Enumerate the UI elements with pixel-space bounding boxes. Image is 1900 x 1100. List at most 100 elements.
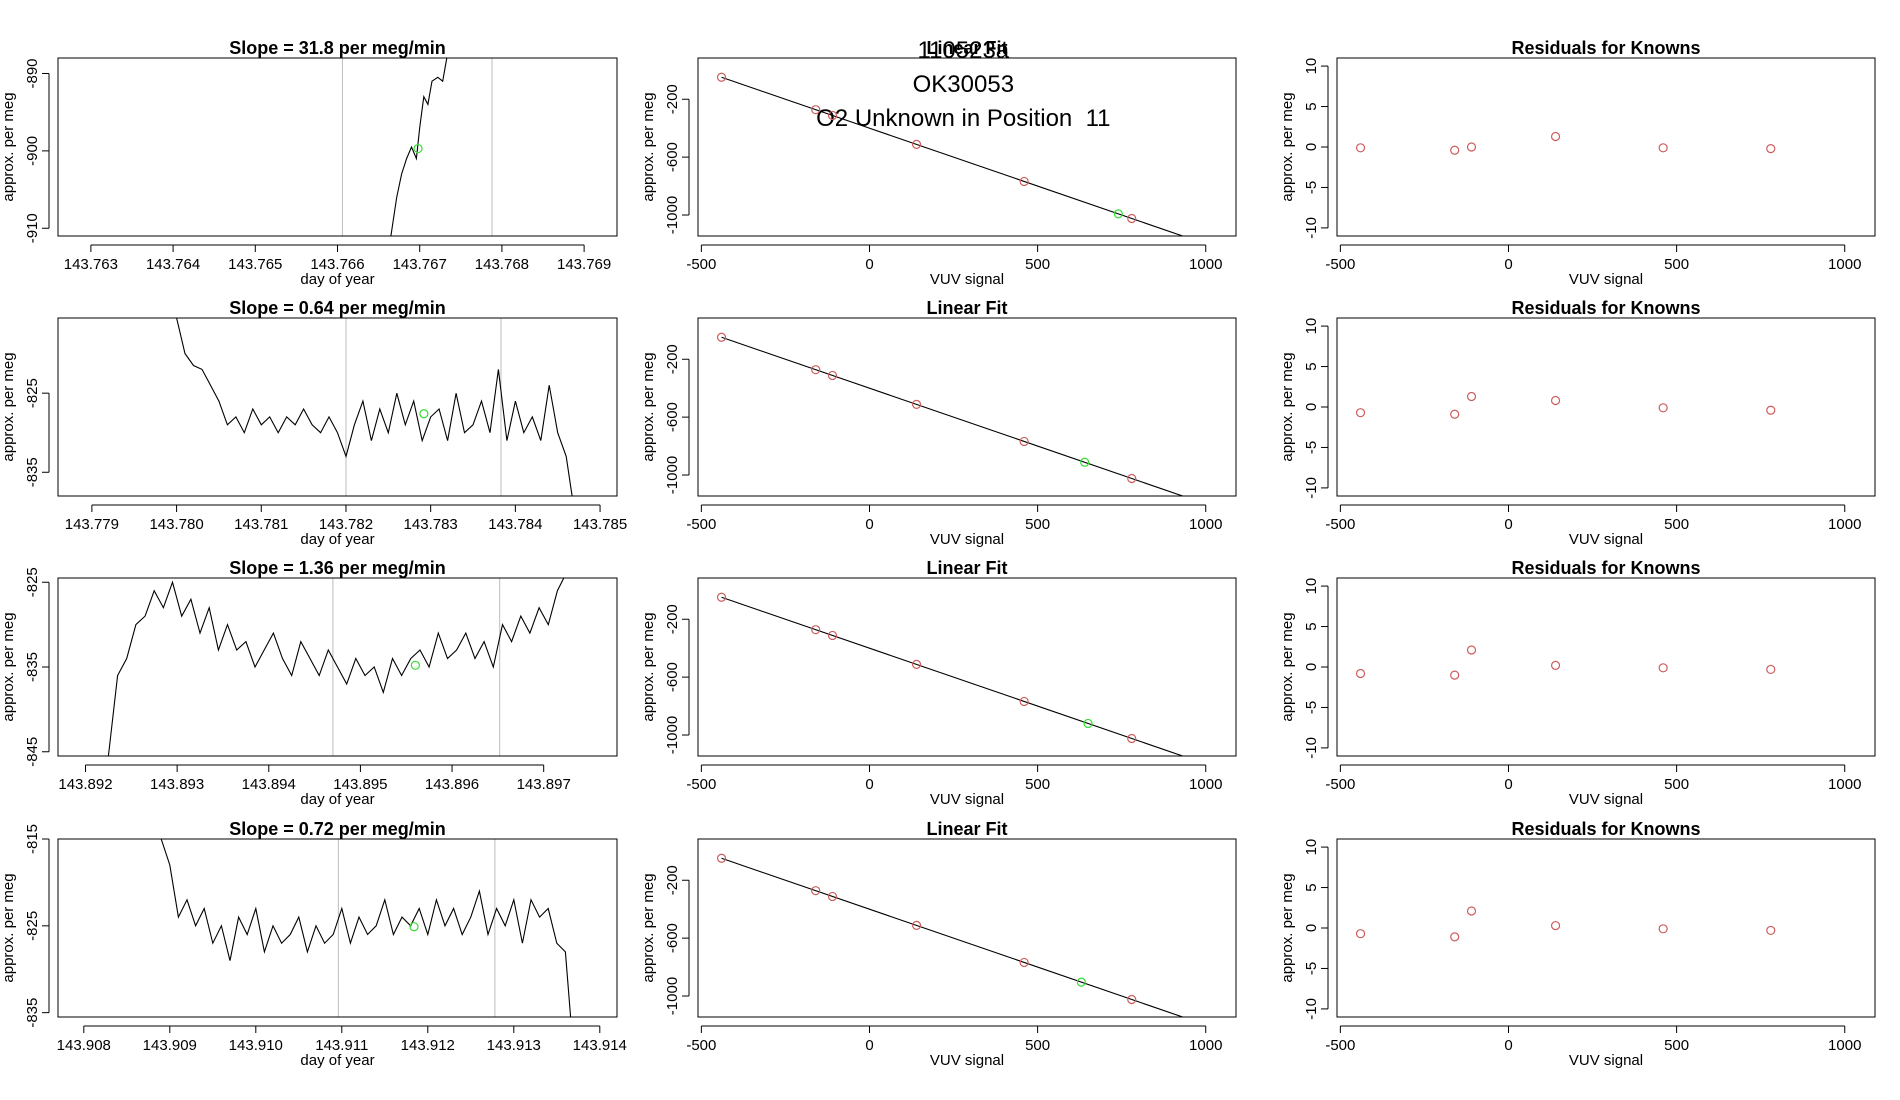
chart-title: Residuals for Knowns xyxy=(1511,38,1700,58)
plot-area xyxy=(716,853,1185,1017)
signal-trace-line xyxy=(160,839,572,1017)
y-tick-label: -5 xyxy=(1303,441,1320,454)
y-tick-label: 5 xyxy=(1303,362,1320,370)
y-tick-label: 5 xyxy=(1303,622,1320,630)
known-standard-point xyxy=(1127,994,1137,1005)
chart-title: Residuals for Knowns xyxy=(1511,558,1700,578)
tank-id: OK30053 xyxy=(912,71,1015,98)
y-tick-label: -600 xyxy=(664,923,681,953)
residuals-panel-row-3: Residuals for Knowns -500 0 500 1000 VUV sign… xyxy=(1279,558,1876,808)
chart-title: Linear Fit xyxy=(926,298,1007,318)
x-tick-label: 143.897 xyxy=(517,776,571,793)
y-tick-label: -825 xyxy=(24,378,41,408)
x-tick-label: 143.908 xyxy=(57,1037,111,1054)
x-tick-label: 500 xyxy=(1025,516,1050,533)
y-tick-label: -1000 xyxy=(664,716,681,754)
x-tick-label: 1000 xyxy=(1828,516,1861,533)
x-tick-label: 1000 xyxy=(1189,256,1222,273)
known-standard-point xyxy=(716,332,727,342)
x-tick-label: 143.783 xyxy=(404,516,458,533)
plot-frame xyxy=(1336,838,1876,1018)
y-tick-label: 0 xyxy=(1303,403,1320,411)
unknown-sample-marker xyxy=(409,922,419,932)
known-standard-point xyxy=(1019,176,1029,187)
known-standard-point xyxy=(811,625,821,635)
residual-point xyxy=(1550,660,1561,670)
x-tick-label: 500 xyxy=(1025,776,1050,793)
residual-point xyxy=(1355,929,1366,939)
x-tick-label: -500 xyxy=(686,256,716,273)
plot-frame xyxy=(697,317,1237,497)
known-standard-point xyxy=(1127,733,1137,744)
y-tick-label: -10 xyxy=(1303,998,1320,1020)
y-tick-label: -1000 xyxy=(664,977,681,1015)
x-tick-label: 500 xyxy=(1664,256,1689,273)
position-description: O2 Unknown in Position 11 xyxy=(816,105,1111,132)
x-tick-label: 0 xyxy=(1504,256,1512,273)
chart-title: Linear Fit xyxy=(926,819,1007,839)
x-tick-label: 143.764 xyxy=(146,256,200,273)
plot-frame xyxy=(697,838,1237,1018)
y-axis-label: approx. per meg xyxy=(640,352,657,461)
plot-area xyxy=(716,332,1185,496)
y-tick-label: 10 xyxy=(1303,58,1320,75)
y-tick-label: -5 xyxy=(1303,701,1320,714)
y-tick-label: -835 xyxy=(24,457,41,487)
y-tick-label: -835 xyxy=(24,998,41,1028)
plot-area xyxy=(1355,391,1776,419)
x-tick-label: 143.913 xyxy=(487,1037,541,1054)
y-axis-label: approx. per meg xyxy=(640,92,657,201)
residual-point xyxy=(1658,143,1668,153)
timeseries-panel-row-2: Slope = 0.64 per meg/min 143.779 143.780 14… xyxy=(0,298,627,548)
residual-point xyxy=(1466,906,1477,916)
plot-area xyxy=(107,578,565,756)
x-tick-label: 143.768 xyxy=(475,256,529,273)
unknown-sample-point xyxy=(1083,718,1093,729)
y-tick-label: -845 xyxy=(24,737,41,767)
plot-area xyxy=(1355,645,1776,680)
residuals-panel-row-2: Residuals for Knowns -500 0 500 1000 VUV sign… xyxy=(1279,298,1876,548)
x-tick-label: 143.895 xyxy=(333,776,387,793)
x-axis-label: VUV signal xyxy=(930,271,1004,288)
plot-area xyxy=(716,72,1185,236)
y-tick-label: -600 xyxy=(664,142,681,172)
y-tick-label: 10 xyxy=(1303,318,1320,335)
y-axis-label: approx. per meg xyxy=(1279,612,1296,721)
y-tick-label: 0 xyxy=(1303,924,1320,932)
y-tick-label: -200 xyxy=(664,604,681,634)
residual-point xyxy=(1450,409,1460,419)
y-tick-label: -890 xyxy=(24,58,41,88)
timeseries-panel-row-1: Slope = 31.8 per meg/min 143.763 143.764 14… xyxy=(0,38,618,288)
x-tick-label: -500 xyxy=(686,516,716,533)
y-tick-label: -600 xyxy=(664,402,681,432)
plot-frame xyxy=(1336,57,1876,237)
x-axis-label: VUV signal xyxy=(930,791,1004,808)
x-tick-label: 0 xyxy=(865,516,873,533)
fit-panel-row-2: Linear Fit -500 0 500 1000 VUV signal -1000 -60… xyxy=(640,298,1237,548)
known-standard-point xyxy=(911,399,922,409)
x-tick-label: 143.785 xyxy=(573,516,627,533)
x-tick-label: 1000 xyxy=(1828,1037,1861,1054)
x-tick-label: 143.893 xyxy=(150,776,204,793)
x-tick-label: -500 xyxy=(686,1037,716,1054)
residual-point xyxy=(1450,670,1460,680)
y-tick-label: -815 xyxy=(24,824,41,854)
x-axis-label: VUV signal xyxy=(1569,531,1643,548)
chart-title: Slope = 0.64 per meg/min xyxy=(229,298,446,318)
y-tick-label: 5 xyxy=(1303,102,1320,110)
x-tick-label: -500 xyxy=(1325,1037,1355,1054)
residual-point xyxy=(1355,668,1366,679)
y-tick-label: -825 xyxy=(24,911,41,941)
x-tick-label: 500 xyxy=(1664,516,1689,533)
y-tick-label: -10 xyxy=(1303,217,1320,239)
known-standard-point xyxy=(827,891,838,902)
x-tick-label: 143.896 xyxy=(425,776,479,793)
x-tick-label: 143.763 xyxy=(64,256,118,273)
y-tick-label: -10 xyxy=(1303,477,1320,499)
x-tick-label: 0 xyxy=(865,776,873,793)
x-tick-label: 143.784 xyxy=(488,516,542,533)
chart-title: Residuals for Knowns xyxy=(1511,819,1700,839)
known-standard-point xyxy=(911,920,922,930)
